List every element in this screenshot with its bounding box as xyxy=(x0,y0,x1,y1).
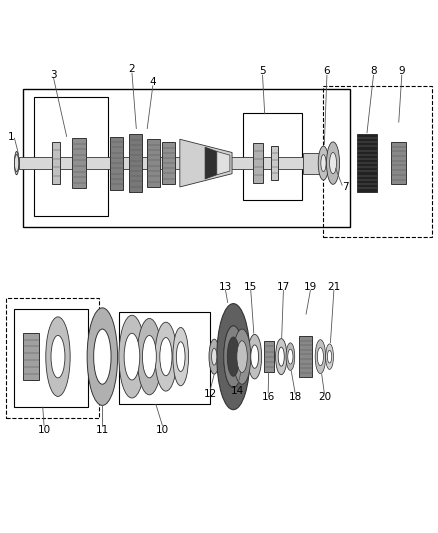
Ellipse shape xyxy=(46,317,70,397)
Text: 10: 10 xyxy=(38,425,51,435)
Text: 2: 2 xyxy=(129,64,135,74)
Polygon shape xyxy=(391,142,406,184)
Text: 12: 12 xyxy=(204,389,217,399)
Text: 13: 13 xyxy=(219,281,232,292)
Polygon shape xyxy=(217,151,230,175)
Text: 19: 19 xyxy=(304,281,317,292)
Ellipse shape xyxy=(224,326,243,387)
Polygon shape xyxy=(162,142,176,184)
Ellipse shape xyxy=(276,338,287,375)
Text: 8: 8 xyxy=(370,67,377,76)
Bar xyxy=(19,157,332,169)
Ellipse shape xyxy=(286,343,295,370)
Bar xyxy=(303,152,332,174)
Ellipse shape xyxy=(288,349,293,364)
Ellipse shape xyxy=(212,348,217,365)
Text: 16: 16 xyxy=(261,392,275,402)
Text: 5: 5 xyxy=(259,67,266,76)
Text: 20: 20 xyxy=(318,392,331,402)
Ellipse shape xyxy=(142,335,156,378)
Ellipse shape xyxy=(87,308,117,406)
Polygon shape xyxy=(264,341,274,372)
Ellipse shape xyxy=(325,344,333,369)
Text: 15: 15 xyxy=(244,281,258,292)
Bar xyxy=(14,309,88,407)
Text: 7: 7 xyxy=(342,182,349,192)
Text: 9: 9 xyxy=(399,67,405,76)
Bar xyxy=(119,312,210,405)
Polygon shape xyxy=(52,142,60,184)
Polygon shape xyxy=(72,138,86,188)
Ellipse shape xyxy=(327,350,332,363)
Ellipse shape xyxy=(224,326,243,387)
Polygon shape xyxy=(23,333,39,381)
Text: 3: 3 xyxy=(50,70,57,79)
Ellipse shape xyxy=(329,152,336,174)
Ellipse shape xyxy=(318,348,323,366)
Text: 21: 21 xyxy=(327,281,340,292)
Ellipse shape xyxy=(155,322,177,391)
Ellipse shape xyxy=(119,316,145,398)
Ellipse shape xyxy=(124,333,140,380)
Text: 1: 1 xyxy=(7,132,14,142)
Bar xyxy=(34,97,108,216)
Polygon shape xyxy=(299,336,312,377)
Ellipse shape xyxy=(14,155,19,172)
Polygon shape xyxy=(110,136,123,190)
Ellipse shape xyxy=(51,335,65,378)
Text: 11: 11 xyxy=(96,425,109,435)
Ellipse shape xyxy=(217,304,250,410)
Polygon shape xyxy=(180,139,232,187)
Ellipse shape xyxy=(237,341,247,373)
Polygon shape xyxy=(205,147,217,179)
Ellipse shape xyxy=(160,337,172,376)
Text: 10: 10 xyxy=(156,425,169,435)
Bar xyxy=(23,89,350,227)
Bar xyxy=(243,113,302,200)
Ellipse shape xyxy=(94,329,111,384)
Ellipse shape xyxy=(137,318,162,395)
Polygon shape xyxy=(271,146,278,180)
Text: 17: 17 xyxy=(277,281,290,292)
Ellipse shape xyxy=(209,339,219,374)
Ellipse shape xyxy=(248,334,261,379)
Ellipse shape xyxy=(177,342,185,372)
Ellipse shape xyxy=(14,151,19,175)
Bar xyxy=(6,298,99,418)
Ellipse shape xyxy=(173,327,188,386)
Ellipse shape xyxy=(326,142,339,184)
Ellipse shape xyxy=(278,347,284,366)
Polygon shape xyxy=(129,134,142,192)
Text: 6: 6 xyxy=(324,67,330,76)
Text: 18: 18 xyxy=(289,392,302,402)
Ellipse shape xyxy=(318,146,328,180)
Text: 14: 14 xyxy=(231,386,244,396)
Polygon shape xyxy=(357,134,377,192)
Ellipse shape xyxy=(233,329,251,384)
Ellipse shape xyxy=(321,155,326,172)
Bar xyxy=(323,86,432,237)
Text: 4: 4 xyxy=(149,77,156,87)
Polygon shape xyxy=(253,143,263,183)
Ellipse shape xyxy=(251,345,258,368)
Ellipse shape xyxy=(315,340,325,374)
Ellipse shape xyxy=(227,337,240,376)
Polygon shape xyxy=(147,139,160,187)
